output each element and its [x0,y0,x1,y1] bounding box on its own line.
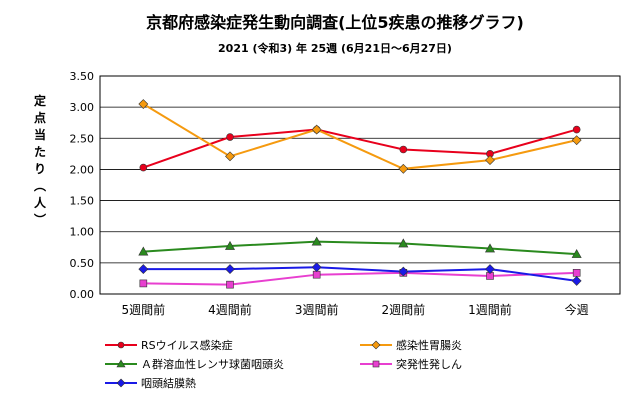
y-tick-label: 2.00 [70,163,95,176]
y-axis-label: 定点当たり ︵ 人 ︶ [33,93,47,227]
series-line [143,240,577,256]
data-point [398,266,409,277]
data-point [138,246,149,256]
series-3 [138,236,582,258]
data-point [226,133,234,141]
legend-item: RSウイルス感染症 [105,338,233,352]
data-point [311,236,322,246]
y-axis-label-char: 定 [34,93,46,108]
x-tick-label: 4週間前 [208,302,252,317]
data-point [571,275,582,286]
y-axis-label-char: 点 [34,110,46,125]
y-tick-label: 0.50 [70,257,95,270]
y-tick-label: 1.50 [70,195,95,208]
data-point [399,145,408,154]
chart-subtitle: 2021 (令和3) 年 25週 (6月21日～6月27日) [218,41,452,55]
x-tick-label: 今週 [565,302,589,317]
y-tick-label: 2.50 [70,132,95,145]
series-5 [138,262,582,286]
legend-label: 突発性発しん [396,357,462,371]
data-point [484,243,496,253]
series-line [143,266,577,282]
chart-title: 京都府感染症発生動向調査(上位5疾患の推移グラフ) [146,13,524,32]
legend-label: 感染性胃腸炎 [396,338,462,352]
data-point [571,135,582,146]
data-point [226,280,234,289]
data-point [312,270,321,279]
series-2 [138,99,582,174]
legend-item: 咽頭結膜熱 [105,376,196,390]
data-point [139,163,148,172]
legend-label: 咽頭結膜熱 [141,376,196,390]
data-point [138,264,149,275]
x-tick-label: 5週間前 [122,302,166,317]
data-point [485,264,495,275]
data-point [398,163,409,174]
legend-marker [371,340,381,350]
y-axis-label-char: 人 [34,195,47,210]
y-tick-label: 1.00 [70,226,95,239]
legend-marker [116,359,126,368]
legend-marker [116,378,126,388]
y-ticks: 0.00 0.50 1.00 1.50 2.00 2.50 3.00 3.50 [70,70,95,301]
legend-marker [372,360,380,368]
series-group [138,99,582,289]
y-axis-label-char: り [34,162,46,176]
x-ticks: 5週間前 4週間前 3週間前 2週間前 1週間前 今週 [122,302,589,317]
y-axis-label-char: ︵ [33,179,47,193]
data-point [572,125,581,134]
y-axis-label-char: た [34,145,46,159]
data-point [572,269,581,277]
data-point [311,262,322,273]
series-line [143,128,577,169]
legend-marker [117,341,125,349]
y-axis-label-char: 当 [34,127,46,142]
data-point [138,99,149,109]
x-tick-label: 3週間前 [295,302,339,317]
grid [100,106,620,264]
legend-item: 突発性発しん [360,357,462,371]
x-tick-label: 2週間前 [382,302,426,317]
series-line [142,103,577,170]
data-point [225,264,235,275]
data-point [139,279,148,288]
legend-item: 感染性胃腸炎 [360,338,462,352]
y-axis-label-char: ︶ [33,212,47,227]
data-point [224,240,236,250]
legend-item: Ａ群溶血性レンサ球菌咽頭炎 [105,357,284,371]
legend-label: Ａ群溶血性レンサ球菌咽頭炎 [141,357,284,371]
data-point [311,124,322,135]
series-line [143,271,577,286]
data-point [571,249,582,258]
x-tick-label: 1週間前 [468,302,512,317]
data-point [398,238,409,248]
y-tick-label: 3.00 [70,101,95,114]
legend-label: RSウイルス感染症 [141,338,233,352]
y-tick-label: 0.00 [70,288,95,301]
data-point [225,151,235,162]
plot-area [99,75,621,295]
data-point [485,155,495,166]
y-tick-label: 3.50 [70,70,95,83]
